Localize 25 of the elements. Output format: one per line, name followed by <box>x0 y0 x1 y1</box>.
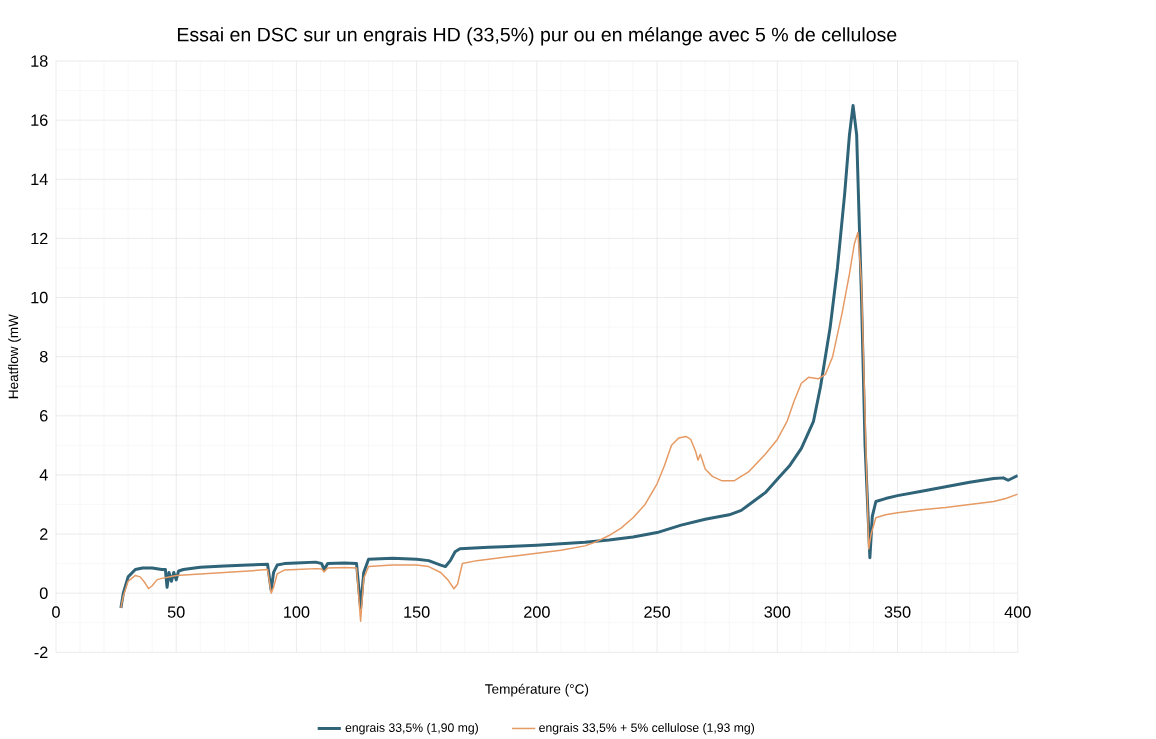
legend-label: engrais 33,5% + 5% cellulose (1,93 mg) <box>539 722 755 735</box>
y-tick-label: 0 <box>39 587 48 599</box>
x-tick-label: 0 <box>52 606 60 618</box>
x-tick-label: 150 <box>404 606 430 618</box>
x-tick-label: 50 <box>167 606 185 618</box>
y-tick-label: 10 <box>31 291 48 304</box>
y-tick-label: -2 <box>34 646 48 658</box>
y-tick-label: 8 <box>39 350 48 363</box>
y-tick-label: 12 <box>31 232 48 244</box>
x-tick-label: 400 <box>1004 606 1031 618</box>
y-axis-title: Heatflow (mW <box>8 313 21 398</box>
y-tick-label: 16 <box>31 114 48 126</box>
x-tick-label: 250 <box>644 606 671 618</box>
y-tick-label: 4 <box>39 469 48 481</box>
y-tick-label: 2 <box>40 528 48 540</box>
y-tick-label: 18 <box>31 55 48 67</box>
y-tick-label: 6 <box>40 409 48 422</box>
x-tick-label: 350 <box>884 606 911 618</box>
x-tick-label: 300 <box>764 606 791 618</box>
x-tick-label: 100 <box>284 606 310 618</box>
y-tick-label: 14 <box>31 173 48 185</box>
chart-title: Essai en DSC sur un engrais HD (33,5%) pur ou en mélange avec 5 % de cellulose <box>177 26 897 46</box>
legend-label: engrais 33,5% (1,90 mg) <box>345 722 478 735</box>
x-axis-title: Température (°C) <box>485 683 589 697</box>
x-tick-label: 200 <box>524 606 550 618</box>
